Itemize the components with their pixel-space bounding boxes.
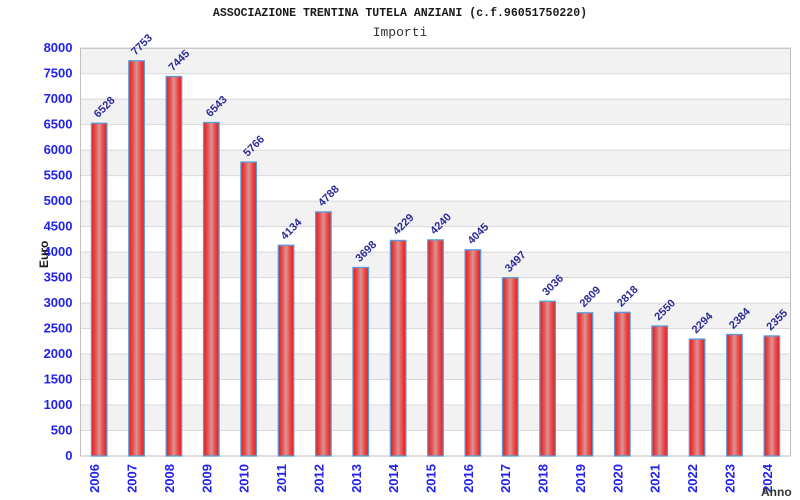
svg-text:500: 500 [51, 423, 73, 438]
svg-text:2016: 2016 [461, 464, 476, 493]
svg-text:8000: 8000 [44, 40, 73, 55]
svg-text:2500: 2500 [44, 321, 73, 336]
svg-text:7000: 7000 [44, 91, 73, 106]
svg-text:2010: 2010 [237, 464, 252, 493]
svg-text:2019: 2019 [573, 464, 588, 493]
svg-text:7500: 7500 [44, 66, 73, 81]
svg-text:2007: 2007 [125, 464, 140, 493]
svg-text:2011: 2011 [274, 464, 289, 492]
svg-text:2000: 2000 [44, 346, 73, 361]
svg-text:3500: 3500 [44, 270, 73, 285]
svg-text:2017: 2017 [498, 464, 513, 493]
svg-text:4500: 4500 [44, 219, 73, 234]
svg-text:2022: 2022 [685, 464, 700, 493]
svg-text:3000: 3000 [44, 295, 73, 310]
svg-text:2014: 2014 [386, 463, 401, 493]
svg-text:2018: 2018 [536, 464, 551, 493]
svg-text:1000: 1000 [44, 397, 73, 412]
svg-text:6500: 6500 [44, 117, 73, 132]
svg-text:2006: 2006 [87, 464, 102, 493]
svg-text:2012: 2012 [311, 464, 326, 493]
svg-text:2009: 2009 [199, 464, 214, 493]
svg-text:2020: 2020 [610, 464, 625, 493]
svg-text:2015: 2015 [424, 464, 439, 493]
svg-text:1500: 1500 [44, 372, 73, 387]
svg-text:2013: 2013 [349, 464, 364, 493]
svg-text:2023: 2023 [722, 464, 737, 493]
svg-text:5000: 5000 [44, 193, 73, 208]
svg-text:5500: 5500 [44, 168, 73, 183]
svg-text:0: 0 [65, 448, 72, 463]
svg-text:2008: 2008 [162, 464, 177, 493]
svg-text:2021: 2021 [648, 464, 663, 493]
svg-text:6000: 6000 [44, 142, 73, 157]
